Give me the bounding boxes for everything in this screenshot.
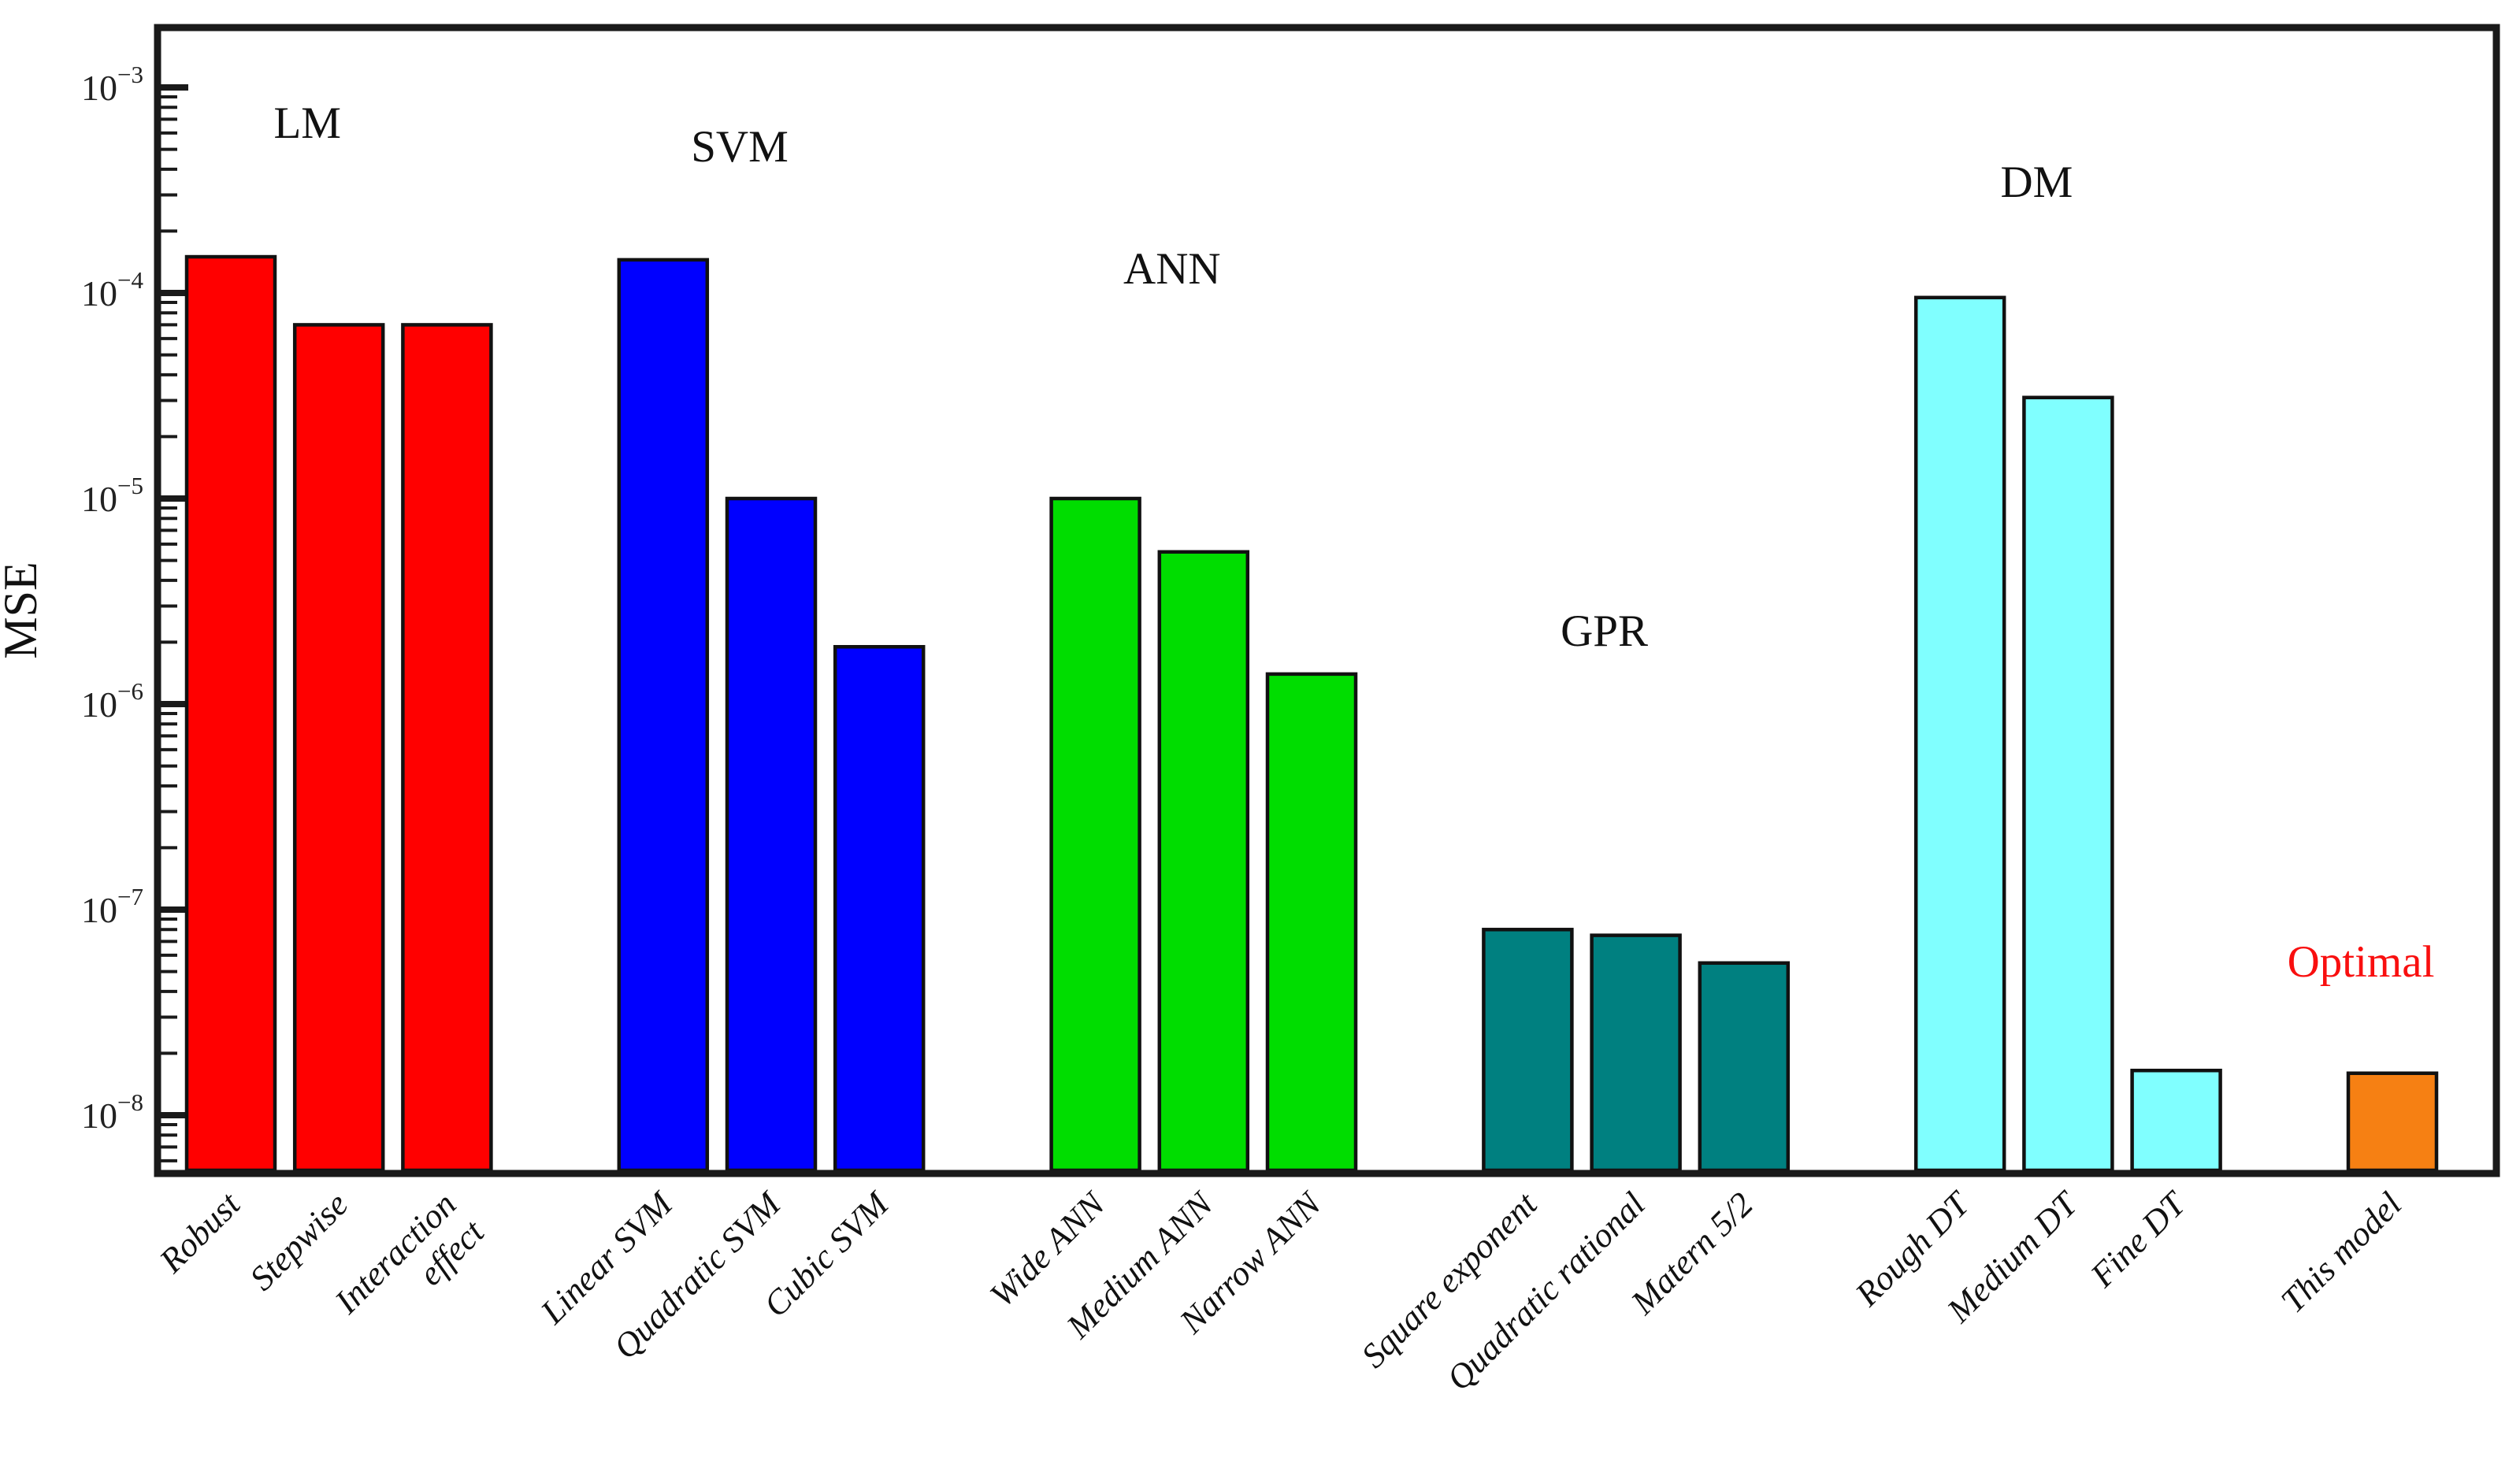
y-tick-label: 10−7 — [81, 883, 143, 930]
chart-bar — [401, 323, 493, 1173]
group-label: GPR — [1561, 606, 1648, 656]
y-tick-label: 10−5 — [81, 472, 143, 519]
group-labels: LM SVM ANN GPR DM Optimal — [273, 98, 2434, 987]
plot-frame — [154, 24, 2500, 1177]
y-tick-labels: 10−3 10−4 10−5 10−6 10−7 10−8 — [81, 61, 143, 1136]
chart-bar — [2130, 1068, 2222, 1173]
chart-bar — [725, 496, 818, 1173]
chart-bar — [1913, 295, 2006, 1173]
chart-bar — [292, 323, 385, 1173]
y-axis-title: MSE — [0, 562, 46, 658]
group-label: ANN — [1123, 244, 1221, 294]
chart-bar — [1265, 672, 1358, 1173]
y-tick-label: 10−6 — [81, 677, 143, 725]
chart-bar — [617, 258, 710, 1173]
chart-bar — [1590, 933, 1682, 1173]
group-label: Optimal — [2288, 937, 2435, 987]
chart-bar — [833, 644, 926, 1173]
chart-bar — [1698, 961, 1791, 1173]
group-label: SVM — [691, 122, 789, 172]
group-label: DM — [2000, 158, 2073, 207]
y-tick-label: 10−4 — [81, 266, 143, 313]
chart-bar — [1157, 550, 1250, 1173]
chart-bar — [184, 254, 277, 1173]
chart-bar — [2022, 395, 2114, 1173]
y-tick-label: 10−8 — [81, 1088, 143, 1136]
group-label: LM — [273, 98, 341, 148]
chart-bar — [1049, 496, 1141, 1173]
chart-bar — [2346, 1071, 2439, 1173]
y-major-ticks — [160, 84, 188, 1118]
chart-bar — [1482, 928, 1574, 1173]
y-tick-label: 10−3 — [81, 61, 143, 108]
y-minor-ticks — [160, 95, 177, 1162]
